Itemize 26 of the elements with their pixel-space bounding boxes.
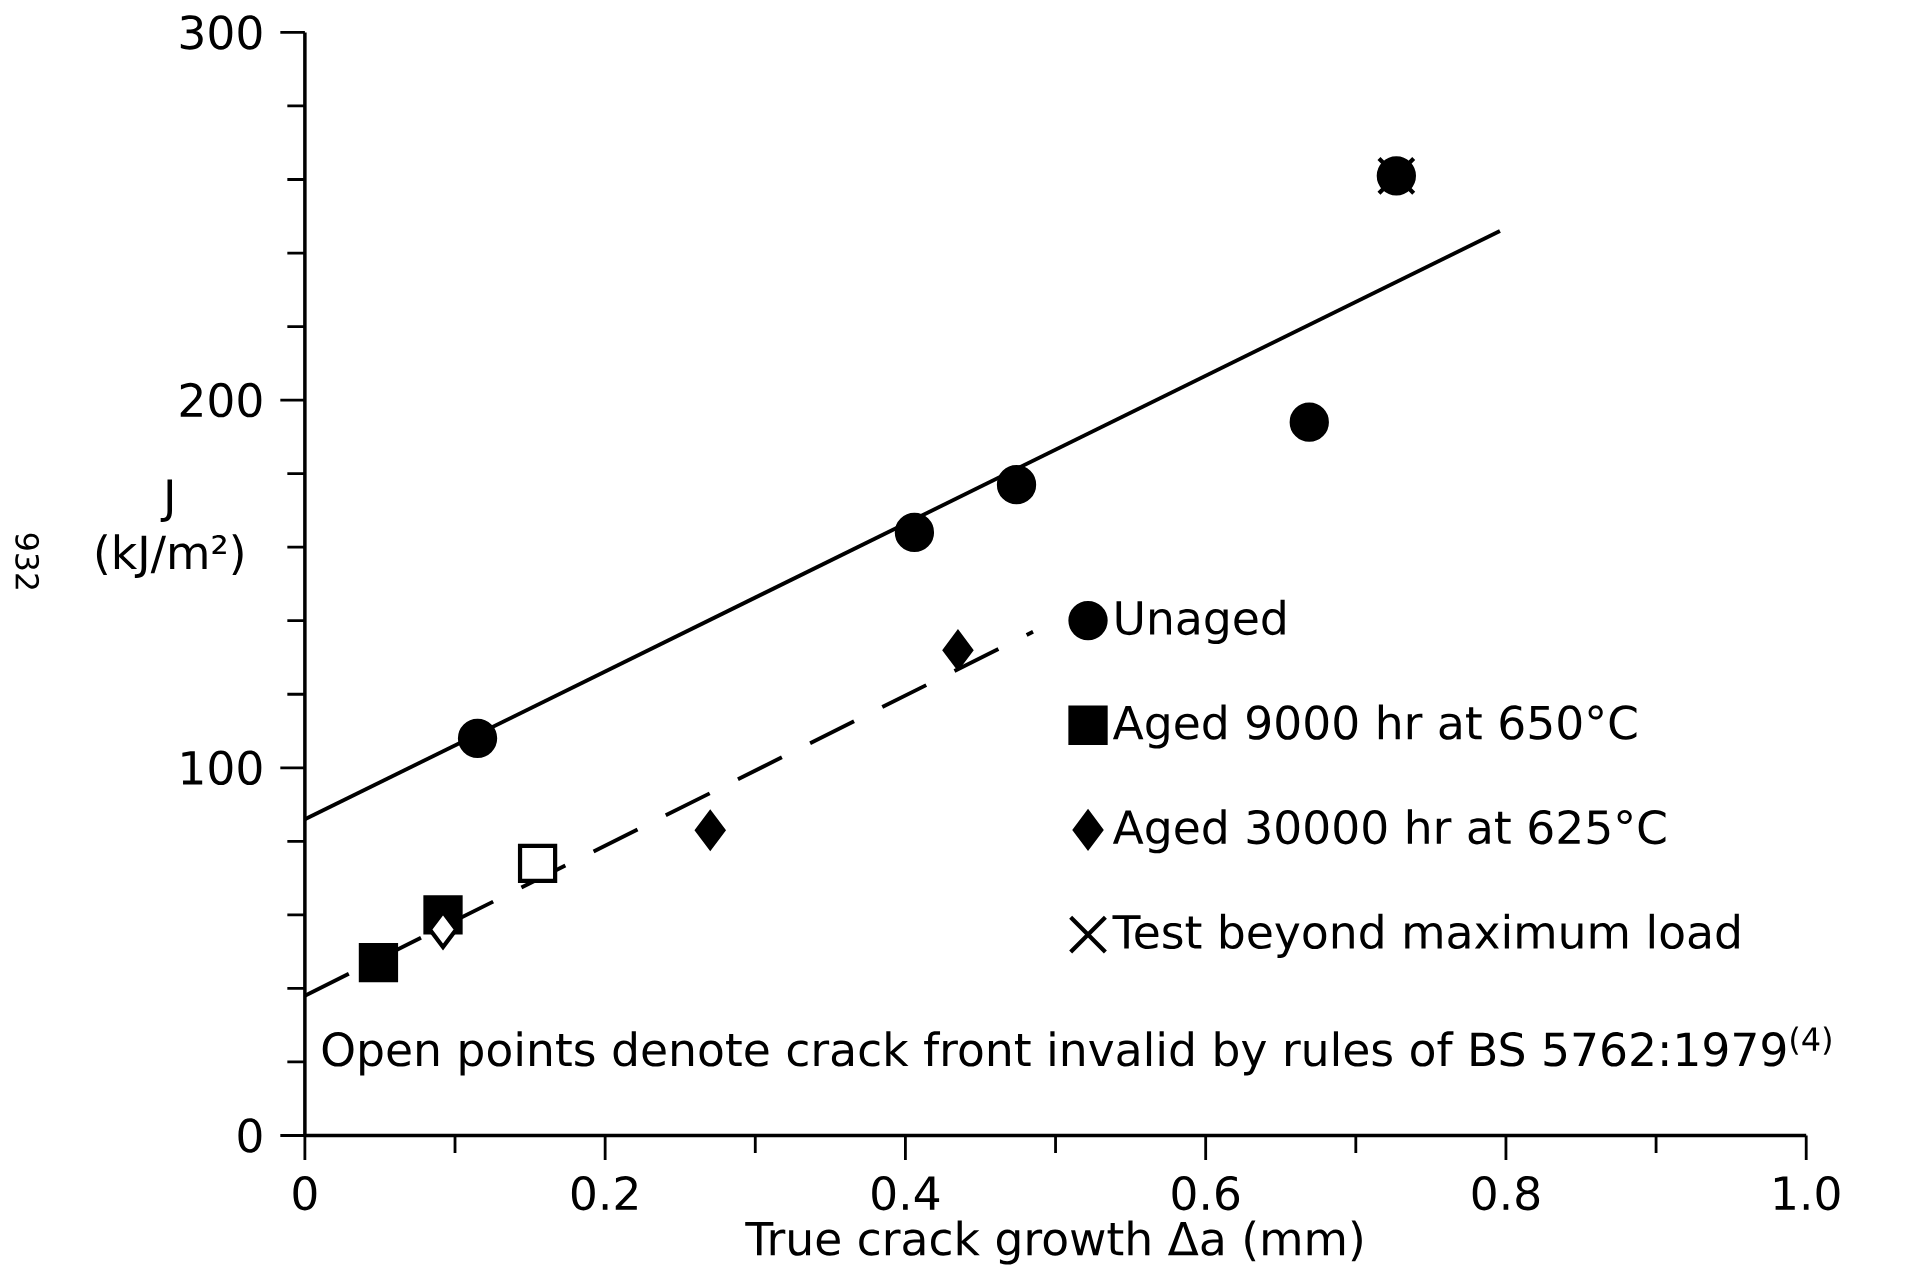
x-tick-label: 1.0 <box>1774 1176 1840 1211</box>
x-tick-label: 0.6 <box>1172 1176 1240 1211</box>
y-tick-label: 200 <box>180 382 262 418</box>
y-tick-label: 100 <box>182 750 262 786</box>
point <box>894 512 935 553</box>
y-axis-title: J (kJ/m²) <box>96 479 243 579</box>
legend-label: Aged 30000 hr at 625°C <box>1112 809 1666 854</box>
annotation: Open points denote crack front invalid by rules of BS 5762:1979$^{(4)}$ <box>322 1026 1831 1076</box>
legend-label: Aged 9000 hr at 650°C <box>1112 704 1637 749</box>
y-tick-label: 0 <box>238 1118 262 1153</box>
point <box>1289 402 1329 442</box>
legend-label: Test beyond maximum load <box>1112 913 1739 958</box>
text: 932 <box>15 533 40 589</box>
point <box>996 465 1037 505</box>
legend-label: Unaged <box>1116 599 1285 645</box>
point <box>694 810 726 851</box>
point <box>358 943 399 983</box>
point <box>517 843 558 884</box>
point <box>942 630 974 670</box>
x-tick-label: 0.4 <box>872 1176 940 1211</box>
x-axis-title: True crack growth Δa (mm) <box>745 1220 1362 1265</box>
x-tick-label: 0.8 <box>1472 1176 1540 1211</box>
y-tick-label: 300 <box>180 15 262 50</box>
point <box>457 718 498 759</box>
x-tick-label: 0.2 <box>571 1176 637 1211</box>
x-tick-label: 0 <box>293 1176 317 1211</box>
